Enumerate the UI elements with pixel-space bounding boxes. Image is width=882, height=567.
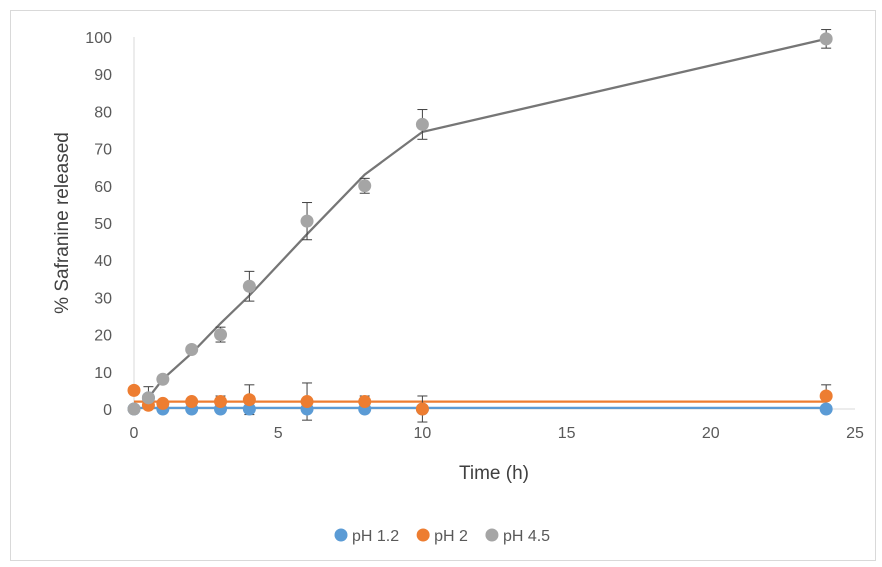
- data-point: [156, 372, 170, 386]
- data-point: [185, 395, 199, 409]
- data-point: [300, 395, 314, 409]
- y-tick-label: 60: [94, 179, 112, 196]
- y-tick-label: 70: [94, 142, 112, 159]
- trend-line-2: [147, 37, 827, 399]
- legend-marker: [416, 528, 430, 542]
- legend-entry: pH 2: [434, 528, 468, 545]
- legend-marker: [485, 528, 499, 542]
- x-tick-label: 10: [414, 425, 432, 442]
- data-point: [156, 396, 170, 410]
- y-tick-label: 0: [103, 402, 112, 419]
- x-tick-label: 20: [702, 425, 720, 442]
- axes: [133, 37, 855, 410]
- data-point: [358, 395, 372, 409]
- error-bars: [143, 29, 832, 423]
- y-tick-label: 40: [94, 253, 112, 270]
- x-tick-label: 25: [846, 425, 864, 442]
- y-tick-label: 50: [94, 216, 112, 233]
- trend-lines: [134, 37, 827, 410]
- y-tick-label: 20: [94, 328, 112, 345]
- data-point: [127, 402, 141, 416]
- data-point: [242, 393, 256, 407]
- y-tick-label: 100: [85, 30, 112, 47]
- legend-entry: pH 1.2: [352, 528, 399, 545]
- data-point: [242, 402, 256, 416]
- x-tick-label: 0: [130, 425, 139, 442]
- y-tick-label: 10: [94, 365, 112, 382]
- y-tick-label: 90: [94, 67, 112, 84]
- x-tick-label: 15: [558, 425, 576, 442]
- data-point: [358, 179, 372, 193]
- data-point: [214, 395, 228, 409]
- data-point: [819, 32, 833, 46]
- data-point: [300, 214, 314, 228]
- y-tick-label: 80: [94, 104, 112, 121]
- tick-labels: 0 5 10 15 20 25 0 10 20 30 40 50 60 70 80 90 100: [85, 30, 864, 442]
- data-point: [214, 328, 228, 342]
- y-axis-label: % Safranine released: [52, 132, 73, 314]
- data-point: [415, 117, 429, 131]
- data-point: [141, 391, 155, 405]
- data-markers: [127, 32, 833, 416]
- legend-marker: [334, 528, 348, 542]
- legend: pH 1.2 pH 2 pH 4.5: [334, 528, 550, 545]
- y-tick-label: 30: [94, 290, 112, 307]
- x-tick-label: 5: [274, 425, 283, 442]
- data-point: [819, 389, 833, 403]
- chart-frame: [10, 10, 876, 561]
- x-axis-label: Time (h): [459, 463, 529, 484]
- data-point: [819, 402, 833, 416]
- data-point: [185, 342, 199, 356]
- legend-entry: pH 4.5: [503, 528, 550, 545]
- data-point: [127, 383, 141, 397]
- data-point: [415, 402, 429, 416]
- data-point: [242, 279, 256, 293]
